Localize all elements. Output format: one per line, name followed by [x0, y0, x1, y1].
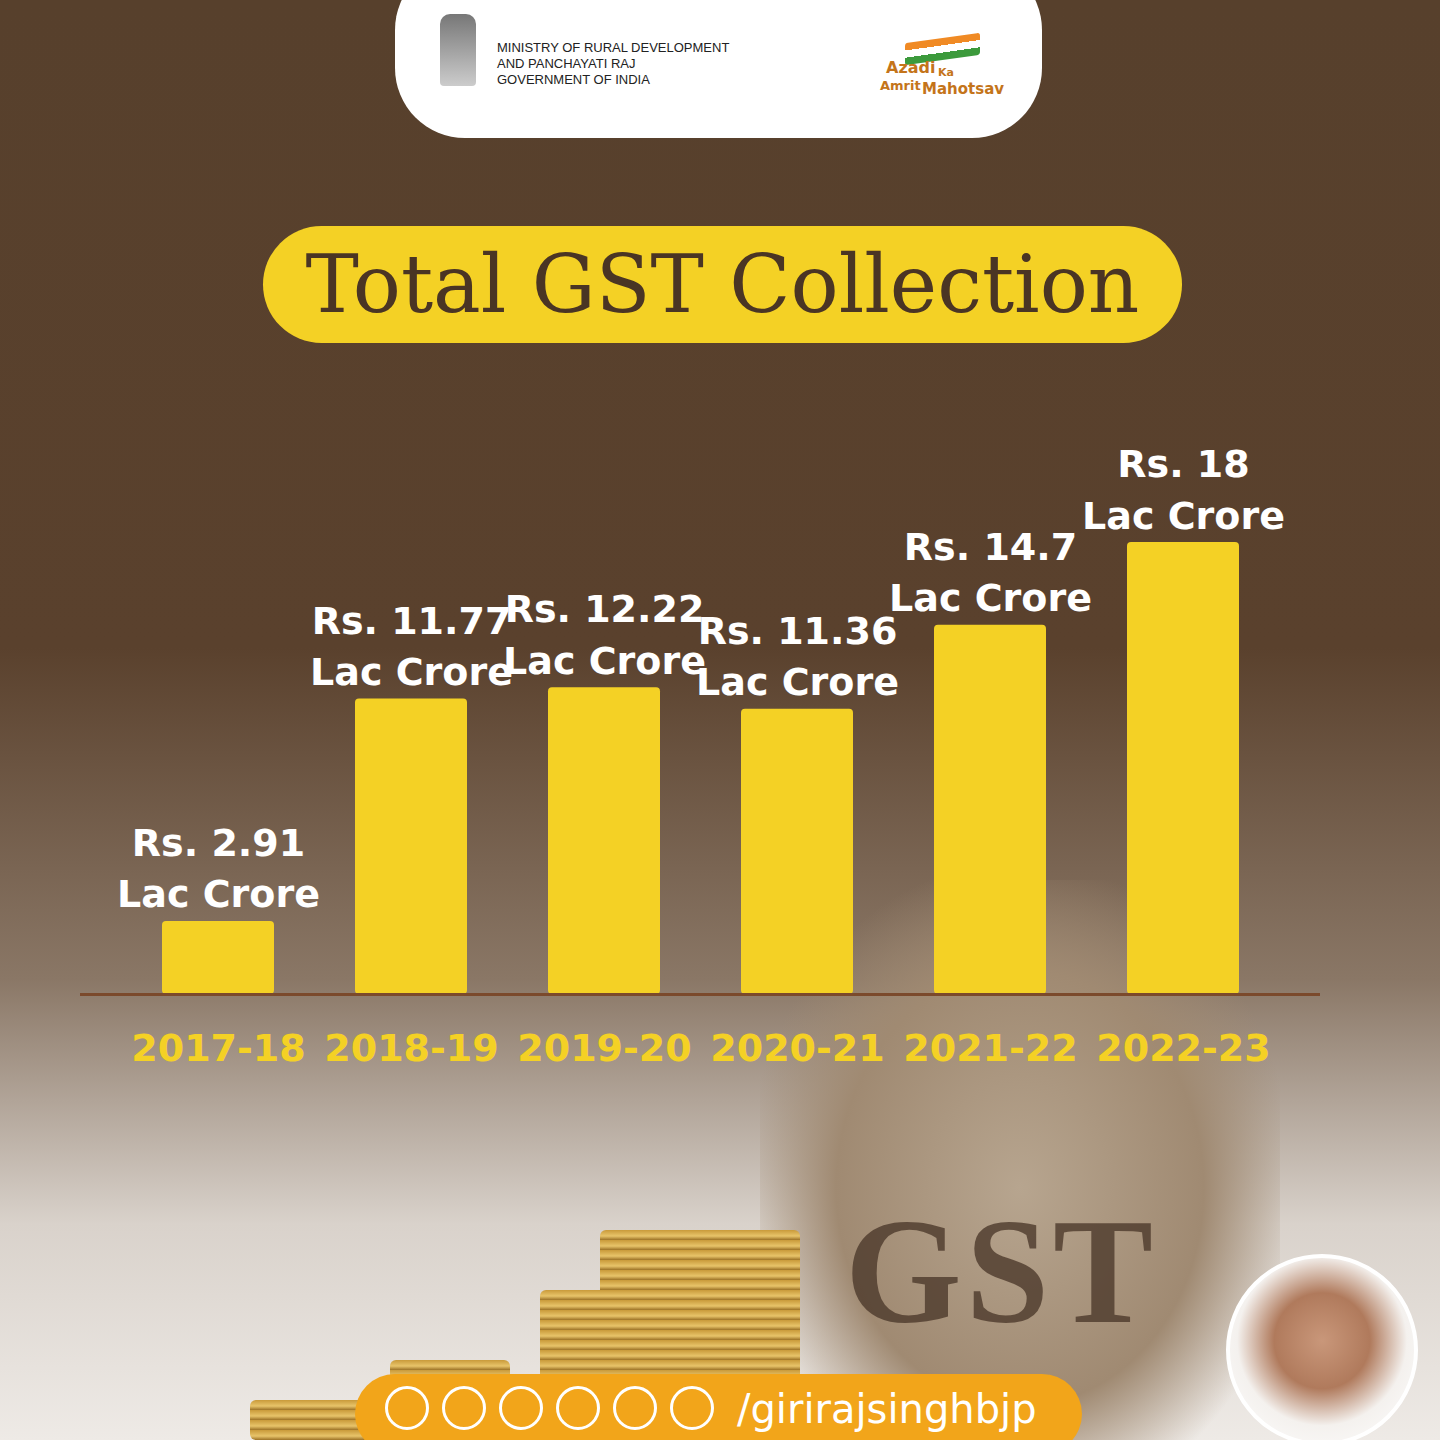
- html-text:Total GST Collection: Total GST Collection: [305, 238, 1140, 331]
- html-text:MINISTRY OF RURAL DEVELOPMENT: MINISTRY OF RURAL DEVELOPMENT: [497, 40, 730, 55]
- html-text:GOVERNMENT OF INDIA: GOVERNMENT OF INDIA: [497, 72, 650, 87]
- svg-text:2020-21: 2020-21: [710, 1026, 884, 1070]
- svg-text:Rs. 12.22Lac Crore: Rs. 12.22Lac Crore: [503, 587, 706, 682]
- html-text:AmritMahotsav: AmritMahotsav: [880, 78, 1004, 98]
- svg-text:2021-22: 2021-22: [903, 1026, 1077, 1070]
- html-text:/girirajsinghbjp: /girirajsinghbjp: [737, 1386, 1037, 1432]
- svg-text:2017-18: 2017-18: [131, 1026, 305, 1070]
- html-text:GST: GST: [845, 1188, 1158, 1354]
- svg-text:Rs. 2.91Lac Crore: Rs. 2.91Lac Crore: [117, 821, 320, 916]
- svg-text:2022-23: 2022-23: [1096, 1026, 1270, 1070]
- svg-text:Rs. 11.36Lac Crore: Rs. 11.36Lac Crore: [696, 609, 899, 704]
- svg-text:2019-20: 2019-20: [517, 1026, 691, 1070]
- svg-text:Rs. 14.7Lac Crore: Rs. 14.7Lac Crore: [889, 525, 1092, 620]
- html-text:AzadiKa: AzadiKa: [886, 58, 954, 79]
- svg-text:2018-19: 2018-19: [324, 1026, 498, 1070]
- svg-text:Rs. 18Lac Crore: Rs. 18Lac Crore: [1082, 442, 1285, 537]
- html-text:AND PANCHAYATI RAJ: AND PANCHAYATI RAJ: [497, 56, 636, 71]
- svg-text:Rs. 11.77Lac Crore: Rs. 11.77Lac Crore: [310, 599, 513, 694]
